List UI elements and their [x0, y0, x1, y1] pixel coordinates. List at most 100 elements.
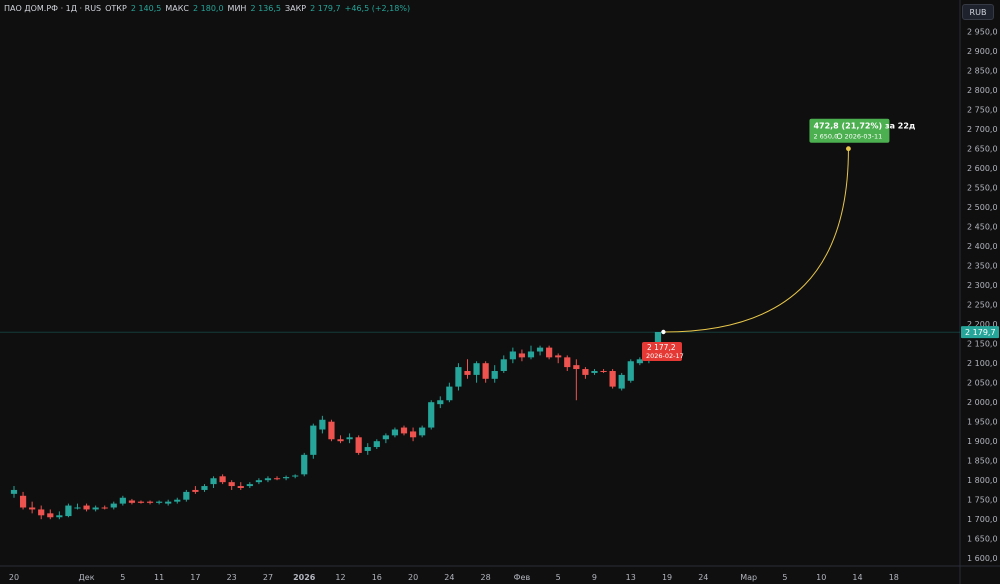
candle-body: [192, 489, 199, 492]
x-tick-label: 20: [9, 573, 19, 582]
candle-body: [273, 478, 281, 480]
y-tick-label: 2 950,0: [967, 28, 998, 37]
candle-body: [446, 386, 453, 401]
candle-body: [527, 351, 535, 358]
candle-body: [455, 367, 462, 387]
current-price-tag: [961, 326, 999, 339]
candle-body: [328, 421, 335, 440]
candle-body: [509, 351, 516, 360]
x-tick-label: 9: [592, 573, 597, 582]
x-tick-label: 2026: [293, 573, 316, 582]
candle-body: [183, 491, 190, 500]
y-tick-label: 2 250,0: [967, 301, 998, 310]
target-badge: [809, 118, 890, 143]
candle-body: [38, 509, 45, 516]
candle-body: [546, 347, 553, 358]
y-tick-label: 2 400,0: [967, 242, 998, 251]
candle-body: [419, 427, 426, 436]
candle-body: [346, 437, 353, 440]
candle-body: [74, 507, 81, 509]
y-tick-label: 2 900,0: [967, 47, 998, 56]
high-label: МАКС: [165, 4, 189, 13]
candle-body: [555, 355, 562, 358]
y-tick-label: 2 850,0: [967, 67, 998, 76]
y-tick-label: 2 750,0: [967, 106, 998, 115]
y-tick-label: 2 100,0: [967, 359, 998, 368]
candle-body: [627, 361, 634, 381]
x-tick-label: 10: [816, 573, 826, 582]
open-value: 2 140,5: [130, 4, 162, 13]
candle-body: [428, 402, 435, 428]
open-label: ОТКР: [105, 4, 127, 13]
target-main-label: 472,8 (21,72%) за 22д: [813, 122, 915, 131]
start-date-label: 2026-02-17: [646, 352, 684, 360]
candle-body: [137, 501, 145, 503]
x-tick-label: 5: [782, 573, 787, 582]
x-tick-label: 5: [556, 573, 561, 582]
x-tick-label: Дек: [79, 573, 95, 582]
x-tick-label: Фев: [514, 573, 531, 582]
currency-button[interactable]: RUB: [962, 4, 994, 20]
candle-body: [618, 374, 625, 389]
candle-body: [591, 371, 598, 373]
x-tick-label: 28: [481, 573, 491, 582]
symbol-title[interactable]: ПАО ДОМ.РФ · 1Д · RUS: [4, 4, 102, 13]
candle-body: [201, 486, 208, 490]
y-tick-label: 1 950,0: [967, 418, 998, 427]
candle-body: [210, 478, 217, 485]
candle-body: [636, 359, 643, 364]
change-value: +46,5 (+2,18%): [344, 4, 411, 13]
x-tick-label: 11: [154, 573, 164, 582]
x-tick-label: 13: [626, 573, 636, 582]
y-tick-label: 2 350,0: [967, 262, 998, 271]
candle-body: [283, 477, 290, 479]
x-tick-label: 18: [889, 573, 899, 582]
low-label: МИН: [227, 4, 247, 13]
x-tick-label: Мар: [740, 573, 757, 582]
start-price-label: 2 177,2: [647, 343, 676, 352]
candle-body: [409, 431, 417, 438]
candle-body: [110, 503, 117, 508]
x-tick-label: 24: [698, 573, 708, 582]
candle-body: [400, 427, 408, 434]
y-tick-label: 1 800,0: [967, 476, 998, 485]
candle-body: [56, 515, 63, 518]
candle-body: [536, 347, 544, 352]
candle-body: [10, 489, 18, 494]
forecast-start-point: [661, 329, 666, 335]
candle-body: [301, 454, 308, 475]
y-tick-label: 2 300,0: [967, 281, 998, 290]
candle-body: [29, 507, 36, 510]
high-value: 2 180,0: [193, 4, 224, 13]
candle-body: [219, 476, 226, 483]
candle-body: [228, 482, 235, 487]
candle-body: [146, 501, 154, 503]
candle-body: [119, 497, 126, 504]
y-tick-label: 2 150,0: [967, 340, 998, 349]
y-tick-label: 2 700,0: [967, 125, 998, 134]
y-tick-label: 1 850,0: [967, 457, 998, 466]
x-tick-label: 24: [444, 573, 454, 582]
x-tick-label: 23: [227, 573, 237, 582]
x-tick-label: 16: [372, 573, 382, 582]
candle-body: [47, 513, 54, 518]
candle-body: [391, 429, 399, 436]
y-tick-label: 2 200,0: [967, 320, 998, 329]
candle-body: [128, 500, 136, 503]
x-tick-label: 12: [335, 573, 345, 582]
y-tick-label: 1 750,0: [967, 496, 998, 505]
current-price-label: 2 179,7: [965, 328, 996, 337]
candle-body: [582, 369, 589, 375]
y-tick-label: 2 650,0: [967, 145, 998, 154]
candle-body: [364, 447, 371, 451]
x-tick-label: 5: [120, 573, 125, 582]
chart-legend: ПАО ДОМ.РФ · 1Д · RUS ОТКР 2 140,5 МАКС 2 …: [4, 4, 410, 13]
candle-body: [491, 371, 498, 379]
candle-body: [355, 437, 362, 453]
x-tick-label: 20: [408, 573, 418, 582]
y-tick-label: 2 500,0: [967, 203, 998, 212]
target-date-label: 2026-03-11: [844, 133, 882, 141]
candle-body: [92, 507, 99, 510]
